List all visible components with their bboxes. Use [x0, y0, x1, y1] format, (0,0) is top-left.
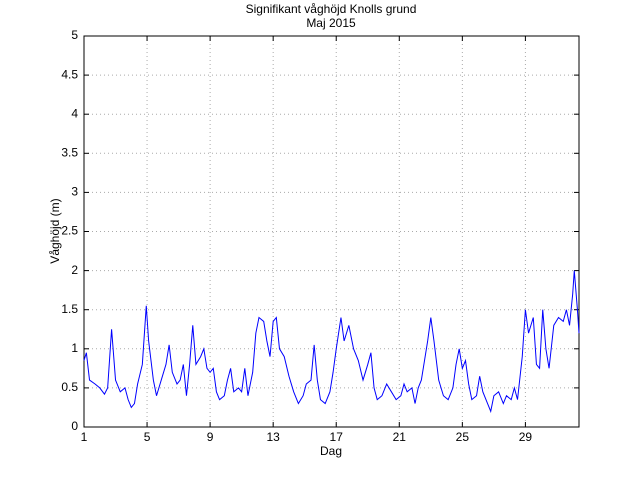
y-tick-label: 2	[71, 263, 78, 277]
y-tick-label: 3	[71, 185, 78, 199]
y-tick-label: 5	[71, 28, 78, 42]
x-tick-label: 1	[81, 430, 88, 444]
chart-title: Signifikant våghöjd Knolls grund	[246, 2, 417, 16]
y-tick-label: 3.5	[61, 145, 78, 159]
x-tick-label: 13	[266, 430, 280, 444]
x-tick-label: 17	[330, 430, 344, 444]
x-tick-label: 21	[393, 430, 407, 444]
x-tick-label: 9	[207, 430, 214, 444]
y-tick-label: 0	[71, 419, 78, 433]
y-tick-label: 1.5	[61, 302, 78, 316]
y-tick-label: 4.5	[61, 67, 78, 81]
y-axis-label: Våghöjd (m)	[48, 198, 62, 263]
y-tick-label: 0.5	[61, 380, 78, 394]
x-tick-label: 25	[456, 430, 470, 444]
y-tick-label: 2.5	[61, 224, 78, 238]
y-tick-label: 1	[71, 341, 78, 355]
chart-subtitle: Maj 2015	[306, 16, 356, 30]
y-tick-label: 4	[71, 106, 78, 120]
x-tick-label: 29	[519, 430, 533, 444]
plot-frame	[83, 35, 580, 428]
x-axis-label: Dag	[320, 444, 342, 458]
data-line	[83, 270, 580, 414]
x-tick-label: 5	[144, 430, 151, 444]
